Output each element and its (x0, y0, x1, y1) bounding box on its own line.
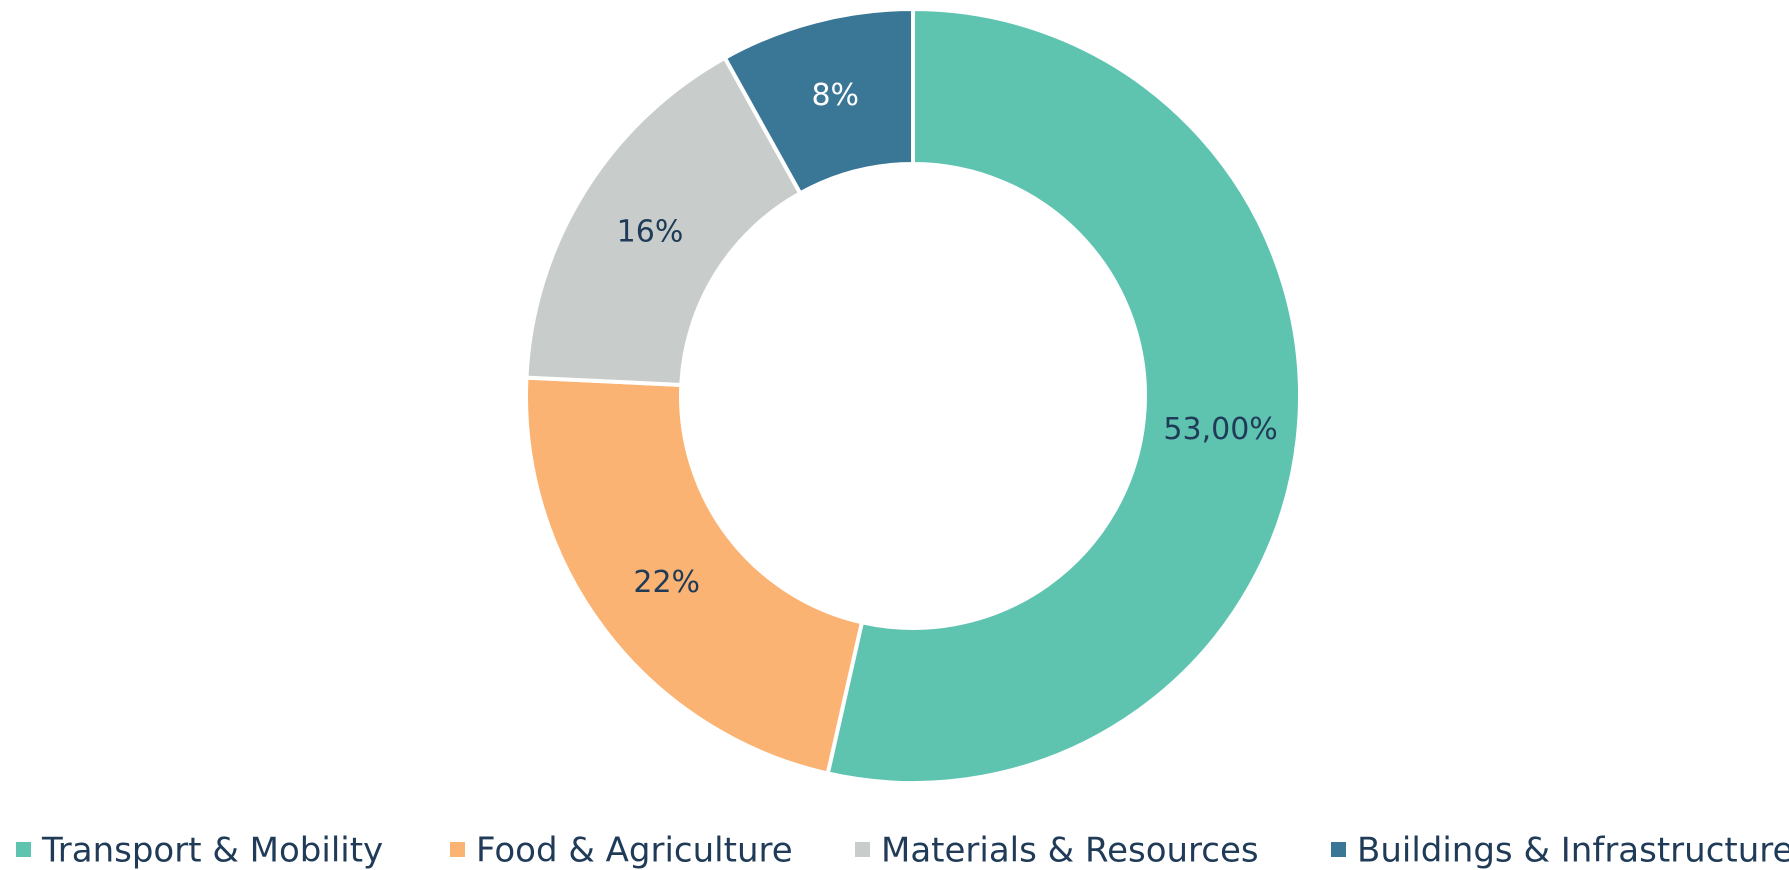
legend-label: Buildings & Infrastructure (1357, 831, 1789, 870)
slice (722, 6, 915, 196)
data-label: 22% (633, 565, 700, 600)
legend-marker (16, 842, 31, 857)
slice (524, 375, 865, 776)
legend-marker (1331, 842, 1346, 857)
data-label: 8% (811, 78, 859, 113)
legend-label: Transport & Mobility (41, 831, 383, 870)
legend-label: Materials & Resources (881, 831, 1259, 870)
legend-label: Food & Agriculture (476, 831, 793, 870)
legend-marker (450, 842, 465, 857)
slice (825, 6, 1302, 785)
data-label: 16% (617, 214, 684, 249)
legend-marker (855, 842, 870, 857)
slice (524, 55, 803, 388)
data-label: 53,00% (1163, 412, 1277, 447)
